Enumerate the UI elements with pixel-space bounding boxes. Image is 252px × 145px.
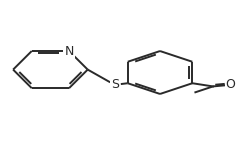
Text: O: O xyxy=(226,78,236,91)
Text: S: S xyxy=(111,78,119,91)
Text: N: N xyxy=(64,45,74,58)
